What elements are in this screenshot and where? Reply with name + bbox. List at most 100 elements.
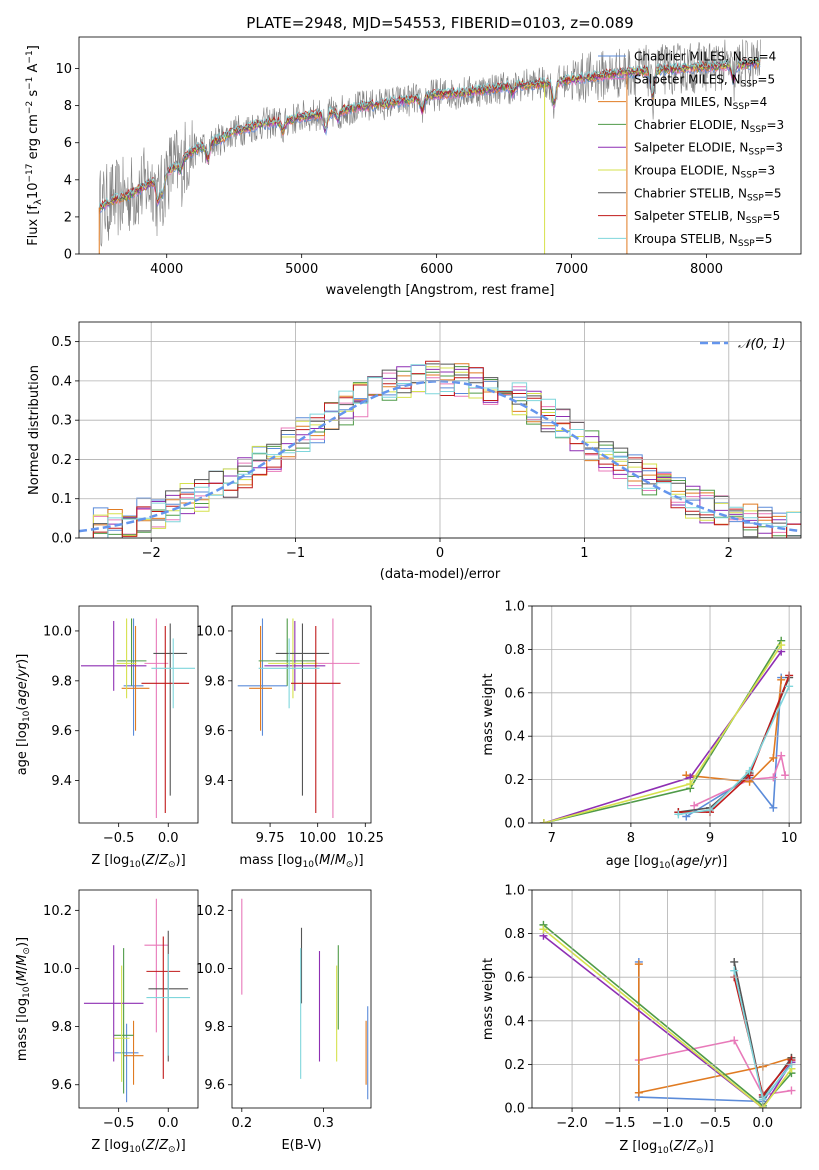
label-part: s: [26, 90, 41, 101]
label-part: age: [15, 681, 30, 705]
x-tick-label: 2: [725, 546, 733, 561]
label-part: Flux [f: [26, 205, 41, 246]
x-tick-label: 5000: [285, 262, 318, 277]
y-tick-label: 0.2: [504, 773, 525, 788]
label-part: age [log: [606, 854, 659, 869]
x-tick-label: 0.0: [158, 831, 179, 846]
y-axis-label: mass [log10(M/M⊙)]: [15, 937, 32, 1061]
legend-label-sub: SSP: [747, 193, 764, 203]
y-tick-label: 4: [64, 173, 72, 188]
label-part: /: [700, 854, 705, 869]
weight-line-kroupa-stelib: [678, 685, 790, 816]
label-part: 10: [657, 1146, 669, 1156]
weight-marker-salpeter-miles: [787, 1086, 796, 1095]
plot-area-mass-vs-Z: [83, 898, 191, 1103]
legend-entry-kroupa-stelib: Kroupa STELIB, NSSP=5: [634, 232, 772, 249]
plot-area-spectrum: [98, 39, 761, 254]
label-part: /: [683, 1139, 688, 1154]
y-tick-label: 9.8: [204, 1020, 225, 1035]
y-tick-label: 0.2: [51, 453, 72, 468]
label-part: age [log: [15, 722, 30, 775]
x-axis-label: (data-model)/error: [380, 567, 501, 582]
label-part: )]: [15, 937, 30, 947]
y-tick-label: 0.8: [504, 643, 525, 658]
axes-frame: [231, 605, 372, 824]
label-part: erg cm: [26, 114, 41, 163]
x-tick-label: −1.5: [604, 1116, 636, 1131]
axes-frame: [531, 605, 802, 824]
label-part: 10: [26, 183, 41, 200]
label-part: −1: [25, 77, 35, 90]
x-axis-label: Z [log10(Z/Z⊙)]: [91, 1138, 185, 1155]
x-tick-label: 0.3: [313, 1116, 334, 1131]
label-part: 10: [129, 1145, 141, 1155]
x-axis-label: Z [log10(Z/Z⊙)]: [91, 853, 185, 870]
x-tick-label: 9: [706, 831, 714, 846]
y-tick-label: 0.2: [504, 1058, 525, 1073]
y-tick-label: 9.8: [51, 1020, 72, 1035]
x-tick-label: 6000: [420, 262, 453, 277]
label-part: Z: [145, 1138, 156, 1153]
legend-label-sub: SSP: [738, 239, 755, 249]
legend-label-tail: =4: [750, 95, 768, 109]
legend-label-sub: SSP: [746, 216, 763, 226]
panel-residuals: −2 −1 0 1 2 0.0 0.1 0.2 0.3 0.4 0.5 𝒩(0, 1) (data-mo…: [27, 321, 802, 582]
legend-label-tail: =5: [757, 72, 775, 86]
y-tick-label: 2: [64, 210, 72, 225]
label-part: M: [335, 853, 346, 868]
y-tick-label: 6: [64, 136, 72, 151]
weight-marker-kroupa-elodie: [777, 641, 786, 650]
label-part: 10: [22, 986, 32, 998]
panel-age-vs-Z: −0.5 0.09.49.69.810.0Z [log10(Z/Z⊙)]age […: [15, 605, 199, 870]
x-axis-label: age [log10(age/yr)]: [606, 854, 728, 871]
weight-marker-kroupa-miles: [777, 675, 786, 684]
y-tick-label: 0.6: [504, 686, 525, 701]
x-tick-label: −0.5: [103, 831, 135, 846]
label-part: /: [330, 853, 335, 868]
y-tick-label: 10.0: [43, 962, 72, 977]
label-part: (: [141, 1138, 146, 1153]
label-part: (: [15, 981, 30, 986]
legend-label-sub: SSP: [750, 125, 767, 135]
legend-label-tail: =5: [755, 232, 773, 246]
y-tick-label: 0.8: [504, 927, 525, 942]
label-part: )]: [15, 654, 30, 664]
label-part: yr: [15, 662, 30, 678]
label-part: 10: [303, 860, 315, 870]
legend-label-sub: SSP: [741, 79, 758, 89]
chart-title: PLATE=2948, MJD=54553, FIBERID=0103, z=0…: [246, 14, 633, 32]
legend-label: Salpeter MILES, N: [634, 72, 741, 86]
y-tick-label: 1.0: [504, 600, 525, 615]
label-part: age: [675, 854, 699, 869]
label-part: (: [669, 1139, 674, 1154]
x-tick-label: −0.5: [699, 1116, 731, 1131]
label-part: M: [15, 955, 30, 966]
label-part: (: [141, 853, 146, 868]
legend-label-sub: SSP: [742, 57, 759, 67]
weight-marker-kroupa-elodie: [686, 779, 695, 788]
weight-line-kroupa-miles: [686, 679, 782, 783]
y-tick-label: 9.6: [204, 1078, 225, 1093]
x-axis-label: Z [log10(Z/Z⊙)]: [619, 1139, 713, 1156]
y-tick-label: 0.4: [504, 730, 525, 745]
x-tick-label: 10: [781, 831, 798, 846]
legend-label-sub: SSP: [741, 171, 758, 181]
axes-frame: [78, 889, 199, 1109]
panel-mass-vs-Z: −0.5 0.09.69.810.010.2Z [log10(Z/Z⊙)]mass…: [15, 889, 199, 1155]
model-spectrum-kroupa-stelib: [98, 56, 761, 208]
y-tick-label: 9.8: [204, 674, 225, 689]
weight-marker-salpeter-miles: [777, 751, 786, 760]
panel-spectrum: 4000 5000 6000 7000 8000 0 2 4 6 8 10 PLATE=2948, M…: [25, 14, 802, 298]
label-part: Z [log: [91, 1138, 129, 1153]
y-axis-label: age [log10(age/yr)]: [15, 654, 32, 776]
label-part: ]: [26, 45, 41, 50]
x-axis-label: E(B-V): [281, 1138, 321, 1153]
label-part: ⊙: [168, 860, 176, 870]
label-part: ⊙: [22, 947, 32, 955]
y-tick-label: 0: [64, 248, 72, 263]
plot-area-weight-vs-age: [539, 636, 794, 823]
label-part: /: [155, 853, 160, 868]
label-part: −1: [25, 50, 35, 63]
